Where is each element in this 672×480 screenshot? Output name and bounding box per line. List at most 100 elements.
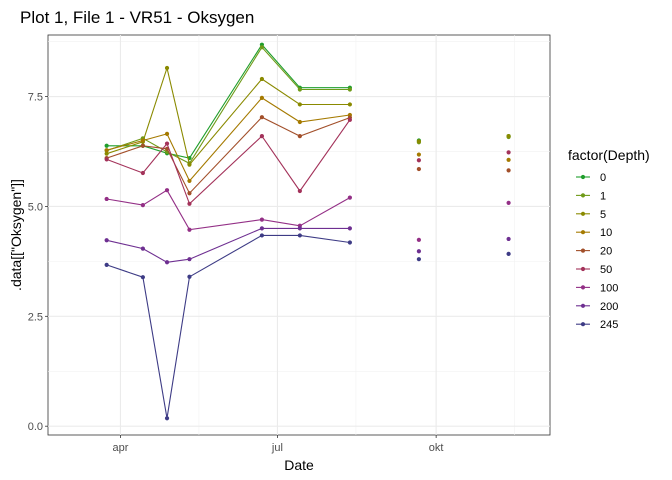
legend-key-point [580,266,586,272]
legend-label: 0 [600,172,606,184]
data-point [297,102,302,107]
data-point [297,226,302,231]
legend-key-point [580,230,586,235]
series-100 [104,188,511,242]
data-point [140,246,145,251]
data-point [416,257,421,262]
data-point [259,45,265,50]
data-point [104,262,109,267]
legend-item-100: 100 [576,282,618,294]
data-point [187,191,192,196]
data-point [187,162,192,167]
data-point [259,115,265,120]
legend-item-200: 200 [576,301,618,313]
data-point [297,87,302,92]
legend-label: 50 [600,264,612,276]
legend-item-1: 1 [576,190,606,202]
data-point [506,200,511,206]
series-200 [104,226,511,265]
data-point [259,226,265,231]
data-point [416,158,421,163]
data-point [506,133,511,139]
legend-title: factor(Depth) [568,147,650,163]
chart-title: Plot 1, File 1 - VR51 - Oksygen [20,8,254,27]
data-point [104,238,109,243]
legend-item-50: 50 [576,264,612,276]
data-point [104,151,109,156]
legend-item-0: 0 [576,172,606,184]
legend-item-10: 10 [576,227,612,239]
data-point [347,102,352,107]
x-axis-title: Date [284,457,314,473]
legend: 0 1 5 10 20 50 100 200 245 [576,172,618,331]
legend-label: 5 [600,209,606,221]
data-point [506,168,511,173]
data-point [104,196,109,202]
y-tick-label: 5.0 [28,201,43,213]
data-point [187,274,192,279]
legend-key-point [580,193,586,198]
data-point [187,201,192,206]
data-point [259,95,265,100]
y-tick-label: 0.0 [28,421,43,433]
data-point [297,188,302,194]
legend-key-point [580,248,586,253]
x-tick-label: jul [271,442,283,454]
data-point [416,237,421,242]
legend-key-point [580,322,586,327]
data-point [259,76,265,82]
legend-item-20: 20 [576,246,612,258]
data-point [347,195,352,200]
data-point [506,150,511,155]
legend-key-point [580,211,586,216]
data-point [416,166,421,172]
data-point [164,65,170,71]
y-axis-title: .data[["Oksygen"]] [8,179,24,291]
data-point [347,87,352,92]
data-point [104,143,109,148]
legend-label: 20 [600,246,612,258]
data-point [140,170,145,176]
data-point [140,203,145,208]
data-point [297,133,302,139]
data-point [164,141,170,146]
data-point [104,157,109,162]
data-point [187,257,192,262]
y-tick-label: 7.5 [28,92,43,104]
data-point [259,233,265,238]
data-point [506,251,511,257]
x-tick-label: okt [429,442,444,454]
data-point [164,131,170,137]
data-point [347,226,352,231]
data-point [187,178,192,184]
x-tick-label: apr [113,442,129,454]
data-point [164,260,170,265]
data-point [347,240,352,245]
data-point [140,275,145,280]
data-point [164,188,170,193]
data-point [347,117,352,122]
data-point [506,236,511,242]
series-layer [104,42,511,421]
data-point [416,249,421,254]
legend-key-point [580,303,586,308]
data-point [140,138,145,143]
data-point [259,217,265,222]
grid-lines [48,35,550,435]
series-10 [104,95,511,184]
data-point [140,143,145,148]
series-245 [104,233,511,421]
legend-label: 245 [600,319,618,331]
data-point [297,119,302,125]
data-point [506,157,511,162]
legend-label: 100 [600,282,618,294]
data-point [187,227,192,232]
data-point [416,139,421,144]
data-point [164,416,170,421]
legend-label: 200 [600,301,618,313]
data-point [104,148,109,153]
legend-label: 10 [600,227,612,239]
series-50 [104,117,511,206]
